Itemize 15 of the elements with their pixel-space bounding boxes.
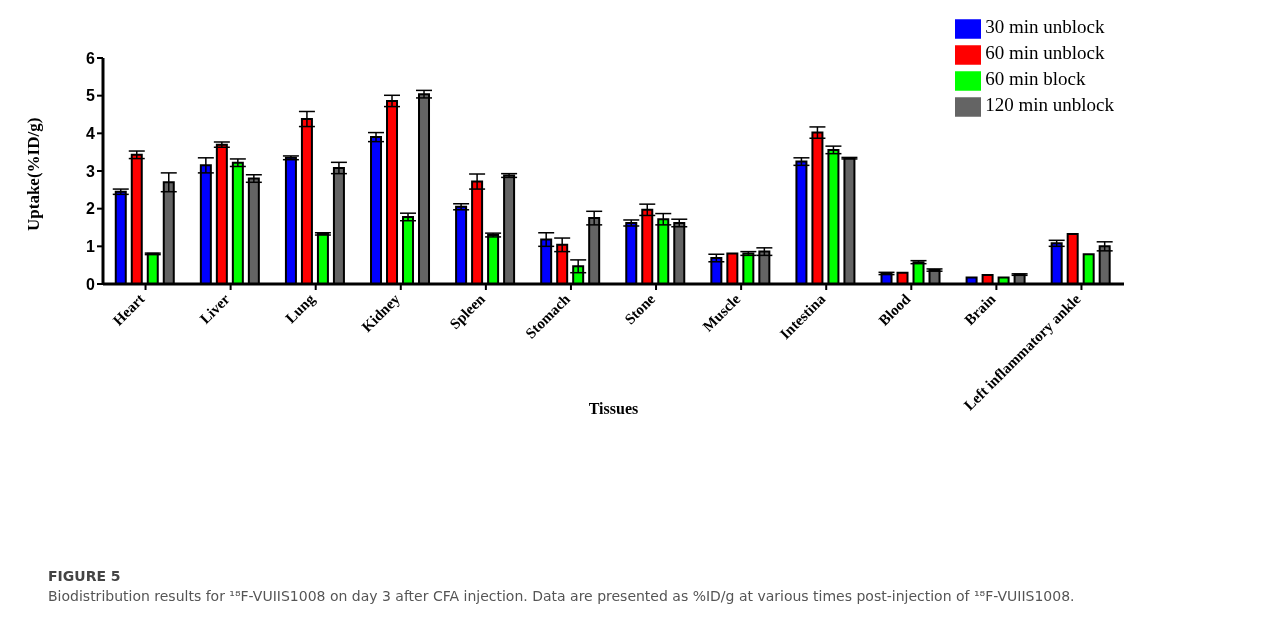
y-tick-label: 2 [86, 200, 96, 218]
x-axis-title: Tissues [588, 400, 639, 417]
caption: FIGURE 5 [48, 568, 122, 584]
y-tick-label: 3 [86, 162, 96, 180]
y-tick-label: 6 [86, 49, 96, 67]
y-tick-label: 0 [86, 275, 96, 293]
text: Biodistribution results for ¹⁸F-VUIIS1008 on day 3 after CFA injection. Data are presented as %ID/g at various times post-injection of ¹⁸F-VUIIS1008. [48, 588, 1076, 604]
y-axis-title: Uptake(%ID/g) [24, 117, 44, 231]
legend-label: 30 min unblock [985, 16, 1105, 38]
y-tick-label: 4 [86, 125, 96, 143]
y-tick-label: 1 [86, 238, 96, 256]
legend-label: 60 min unblock [985, 42, 1105, 64]
y-tick-label: 5 [86, 87, 96, 105]
legend-label: 60 min block [985, 68, 1086, 90]
legend-label: 120 min unblock [985, 94, 1114, 116]
